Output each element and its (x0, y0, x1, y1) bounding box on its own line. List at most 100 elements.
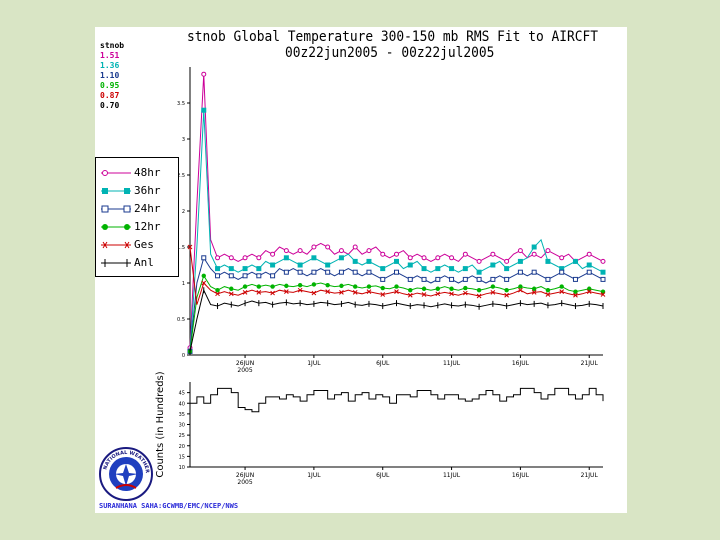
data-point-12hr (421, 286, 427, 291)
chart-legend: 48hr 36hr 24hr 12hr Ges Anl (95, 157, 179, 277)
counts-y-tick-label: 20 (179, 444, 185, 450)
legend-label: 36hr (134, 184, 161, 197)
data-point-24hr (545, 276, 551, 282)
data-point-24hr (256, 273, 262, 279)
data-point-Ges (545, 292, 551, 297)
data-point-12hr (242, 284, 248, 289)
data-point-24hr (572, 276, 578, 282)
data-point-12hr (573, 289, 578, 294)
data-point-24hr (366, 269, 372, 275)
counts-x-tick-label: 16JUL (512, 472, 530, 479)
data-point-12hr (504, 288, 509, 293)
data-point-12hr (297, 282, 303, 288)
data-point-48hr (256, 255, 262, 261)
data-point-36hr (421, 266, 427, 272)
legend-item-48hr: 48hr (100, 166, 176, 180)
data-point-24hr (586, 269, 592, 275)
data-point-24hr (517, 269, 523, 275)
legend-label: 24hr (134, 202, 161, 215)
data-point-48hr (435, 255, 441, 261)
data-point-36hr (517, 258, 523, 264)
data-point-48hr (325, 244, 331, 250)
data-point-24hr (421, 276, 427, 282)
stats-header: stnob (100, 41, 125, 50)
x-tick-sublabel: 2005 (237, 367, 252, 374)
data-point-36hr (338, 255, 344, 261)
data-point-12hr (325, 282, 330, 288)
data-point-Ges (586, 289, 592, 294)
data-point-12hr (270, 284, 275, 289)
data-point-48hr (297, 248, 303, 254)
legend-label: Ges (134, 238, 154, 251)
data-point-Ges (462, 290, 468, 296)
data-point-24hr (559, 269, 565, 275)
data-point-12hr (449, 286, 454, 291)
data-point-48hr (490, 251, 496, 257)
credit-line: SURANHANA SAHA:GCWMB/EMC/NCEP/NWS (99, 502, 239, 510)
data-point-36hr (435, 266, 441, 272)
counts-y-tick-label: 15 (179, 454, 185, 460)
data-point-36hr (559, 266, 565, 272)
x-tick-label: 21JUL (581, 360, 599, 367)
data-point-12hr (545, 288, 551, 293)
counts-step-line (190, 387, 604, 413)
data-point-24hr (462, 276, 468, 282)
data-point-12hr (531, 286, 537, 291)
data-point-36hr (297, 262, 303, 268)
counts-y-tick-label: 40 (179, 401, 185, 407)
legend-item-24hr: 24hr (100, 202, 176, 216)
data-point-48hr (215, 255, 221, 261)
stat-12hr: 0.95 (100, 81, 120, 90)
data-point-Ges (559, 289, 565, 294)
data-point-12hr (394, 284, 399, 289)
series-line-Anl (189, 288, 604, 352)
data-point-Ges (242, 290, 248, 295)
data-point-Ges (311, 290, 317, 296)
data-point-48hr (449, 255, 455, 261)
stat-anl: 0.70 (100, 101, 120, 110)
data-point-36hr (366, 258, 372, 264)
data-point-36hr (325, 262, 331, 268)
y-tick-label: 2.5 (177, 173, 185, 179)
data-point-Ges (352, 290, 358, 295)
data-point-Ges (228, 291, 234, 297)
legend-open-square-icon (101, 205, 131, 213)
data-point-Ges (270, 290, 275, 296)
legend-item-ges: Ges (100, 238, 176, 252)
data-point-48hr (242, 255, 248, 261)
legend-label: Anl (134, 256, 154, 269)
x-tick-label: 6JUL (376, 360, 390, 367)
data-point-12hr (435, 286, 440, 291)
data-point-48hr (283, 248, 289, 254)
data-point-Ges (201, 280, 207, 286)
data-point-36hr (256, 266, 262, 272)
x-tick-label: 26JUN (236, 360, 254, 367)
legend-label: 12hr (134, 220, 161, 233)
data-point-Ges (325, 289, 331, 294)
x-tick-label: 11JUL (443, 360, 461, 367)
stat-48hr: 1.51 (100, 51, 120, 60)
data-point-48hr (600, 258, 606, 264)
data-point-48hr (201, 71, 207, 77)
data-point-48hr (228, 255, 234, 261)
data-point-24hr (531, 269, 537, 275)
data-point-36hr (504, 266, 510, 272)
y-tick-label: 1.5 (177, 245, 185, 251)
data-point-48hr (380, 251, 386, 257)
data-point-36hr (380, 266, 386, 272)
legend-circle-icon (101, 170, 131, 176)
stat-36hr: 1.36 (100, 61, 120, 70)
data-point-12hr (284, 283, 289, 289)
data-point-24hr (297, 269, 303, 275)
chart-date-range: 00z22jun2005 - 00z22jul2005 (285, 45, 495, 61)
y-tick-label: 3 (182, 137, 185, 143)
data-point-24hr (311, 269, 317, 275)
legend-item-36hr: 36hr (100, 184, 176, 198)
data-point-Ges (407, 292, 413, 298)
y-tick-label: 0.5 (177, 317, 185, 323)
data-point-36hr (449, 266, 455, 272)
data-point-12hr (311, 282, 317, 287)
data-point-48hr (545, 248, 551, 254)
data-point-36hr (531, 244, 537, 250)
